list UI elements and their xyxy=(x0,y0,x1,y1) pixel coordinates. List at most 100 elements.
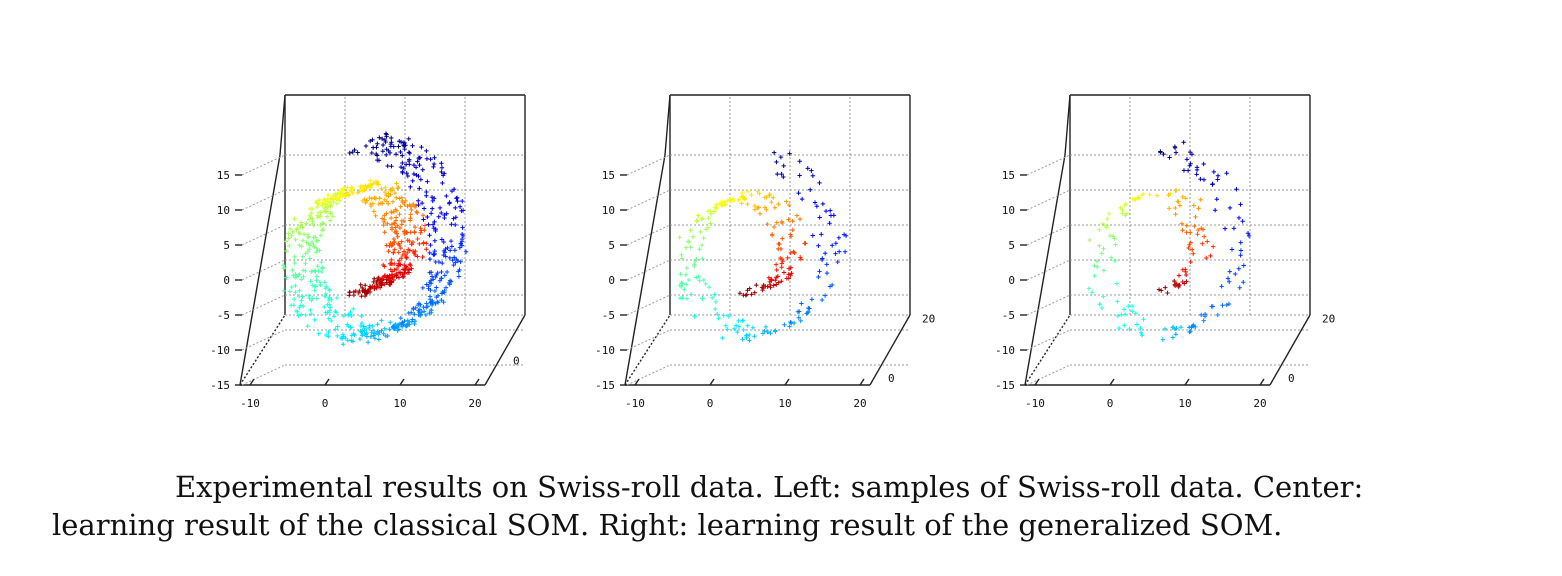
data-point xyxy=(787,324,792,329)
data-point xyxy=(341,314,347,319)
data-point xyxy=(349,313,354,319)
data-point xyxy=(767,193,772,199)
data-point xyxy=(455,258,460,264)
data-point xyxy=(381,262,386,268)
data-point xyxy=(1101,268,1107,273)
data-point xyxy=(420,285,426,291)
data-point xyxy=(1183,272,1189,278)
data-point xyxy=(1225,276,1231,281)
data-point xyxy=(1233,271,1238,277)
x-tick xyxy=(859,378,865,386)
data-point xyxy=(383,139,388,145)
z-gridline-left xyxy=(626,189,671,211)
data-point xyxy=(318,222,323,228)
data-point xyxy=(368,334,374,339)
data-point xyxy=(431,164,436,170)
data-point xyxy=(427,270,432,275)
data-point xyxy=(315,264,320,269)
z-tick-label: 10 xyxy=(602,204,615,217)
data-point xyxy=(1205,239,1210,244)
data-point xyxy=(454,196,459,201)
data-point xyxy=(403,254,409,260)
data-point xyxy=(1130,309,1135,314)
data-point xyxy=(827,221,832,226)
data-point xyxy=(346,323,351,329)
data-point xyxy=(739,201,744,206)
data-point xyxy=(1236,266,1242,271)
data-point xyxy=(313,284,319,289)
data-point xyxy=(424,156,430,162)
data-point xyxy=(300,238,306,243)
y-tick-label: 20 xyxy=(1322,313,1335,326)
data-point xyxy=(694,275,699,280)
data-point xyxy=(416,202,421,208)
data-point xyxy=(358,323,364,329)
data-point xyxy=(744,292,750,297)
data-point xyxy=(411,171,417,177)
x-tick xyxy=(634,378,640,386)
data-point xyxy=(355,150,360,155)
data-point xyxy=(762,328,767,334)
data-point xyxy=(1196,206,1201,211)
data-point xyxy=(442,212,447,218)
data-point xyxy=(730,196,736,201)
data-point xyxy=(387,327,392,332)
data-point xyxy=(697,247,702,252)
data-point xyxy=(349,187,354,192)
data-point xyxy=(432,219,437,225)
data-point xyxy=(408,310,414,315)
data-point xyxy=(391,324,396,329)
data-point xyxy=(1215,177,1220,182)
data-point xyxy=(389,261,395,266)
z-tick-label: -15 xyxy=(595,379,615,392)
data-point xyxy=(394,231,400,236)
data-point xyxy=(777,241,782,247)
data-point xyxy=(769,200,774,205)
data-point xyxy=(1173,280,1179,286)
data-point xyxy=(690,234,696,239)
data-point xyxy=(433,301,438,306)
data-point xyxy=(817,215,822,220)
x-tick-label: -10 xyxy=(1025,397,1045,410)
data-point xyxy=(340,188,345,193)
data-point xyxy=(782,322,787,327)
data-point xyxy=(1167,155,1172,160)
data-point xyxy=(412,204,418,210)
data-point xyxy=(703,281,708,287)
data-point xyxy=(430,198,435,204)
data-point xyxy=(723,323,729,328)
data-point xyxy=(708,211,714,217)
data-point xyxy=(329,297,334,302)
data-point xyxy=(797,216,803,222)
data-point xyxy=(447,248,453,253)
axis-floor-right xyxy=(869,314,911,386)
data-point xyxy=(396,262,402,268)
data-point xyxy=(362,283,368,288)
data-point xyxy=(323,205,328,211)
z-gridline-left xyxy=(626,364,671,386)
data-point xyxy=(439,237,445,242)
data-point xyxy=(330,193,336,199)
data-point xyxy=(324,284,329,289)
data-point xyxy=(768,285,773,290)
data-point xyxy=(314,204,320,210)
data-point xyxy=(1141,317,1146,322)
data-point xyxy=(419,200,425,206)
data-point xyxy=(402,140,407,146)
data-point xyxy=(798,257,804,262)
data-point xyxy=(796,190,801,196)
data-point xyxy=(396,270,402,275)
data-point xyxy=(350,149,355,155)
data-point xyxy=(326,295,332,301)
data-point xyxy=(773,329,778,334)
data-point xyxy=(351,292,357,298)
data-point xyxy=(817,180,822,186)
data-point xyxy=(389,272,395,277)
data-point xyxy=(786,266,792,271)
data-point xyxy=(386,278,391,283)
data-point xyxy=(1099,305,1105,311)
data-point xyxy=(1227,269,1232,274)
axis-floor-right xyxy=(1269,314,1311,386)
data-point xyxy=(382,273,387,278)
data-point xyxy=(410,178,415,184)
